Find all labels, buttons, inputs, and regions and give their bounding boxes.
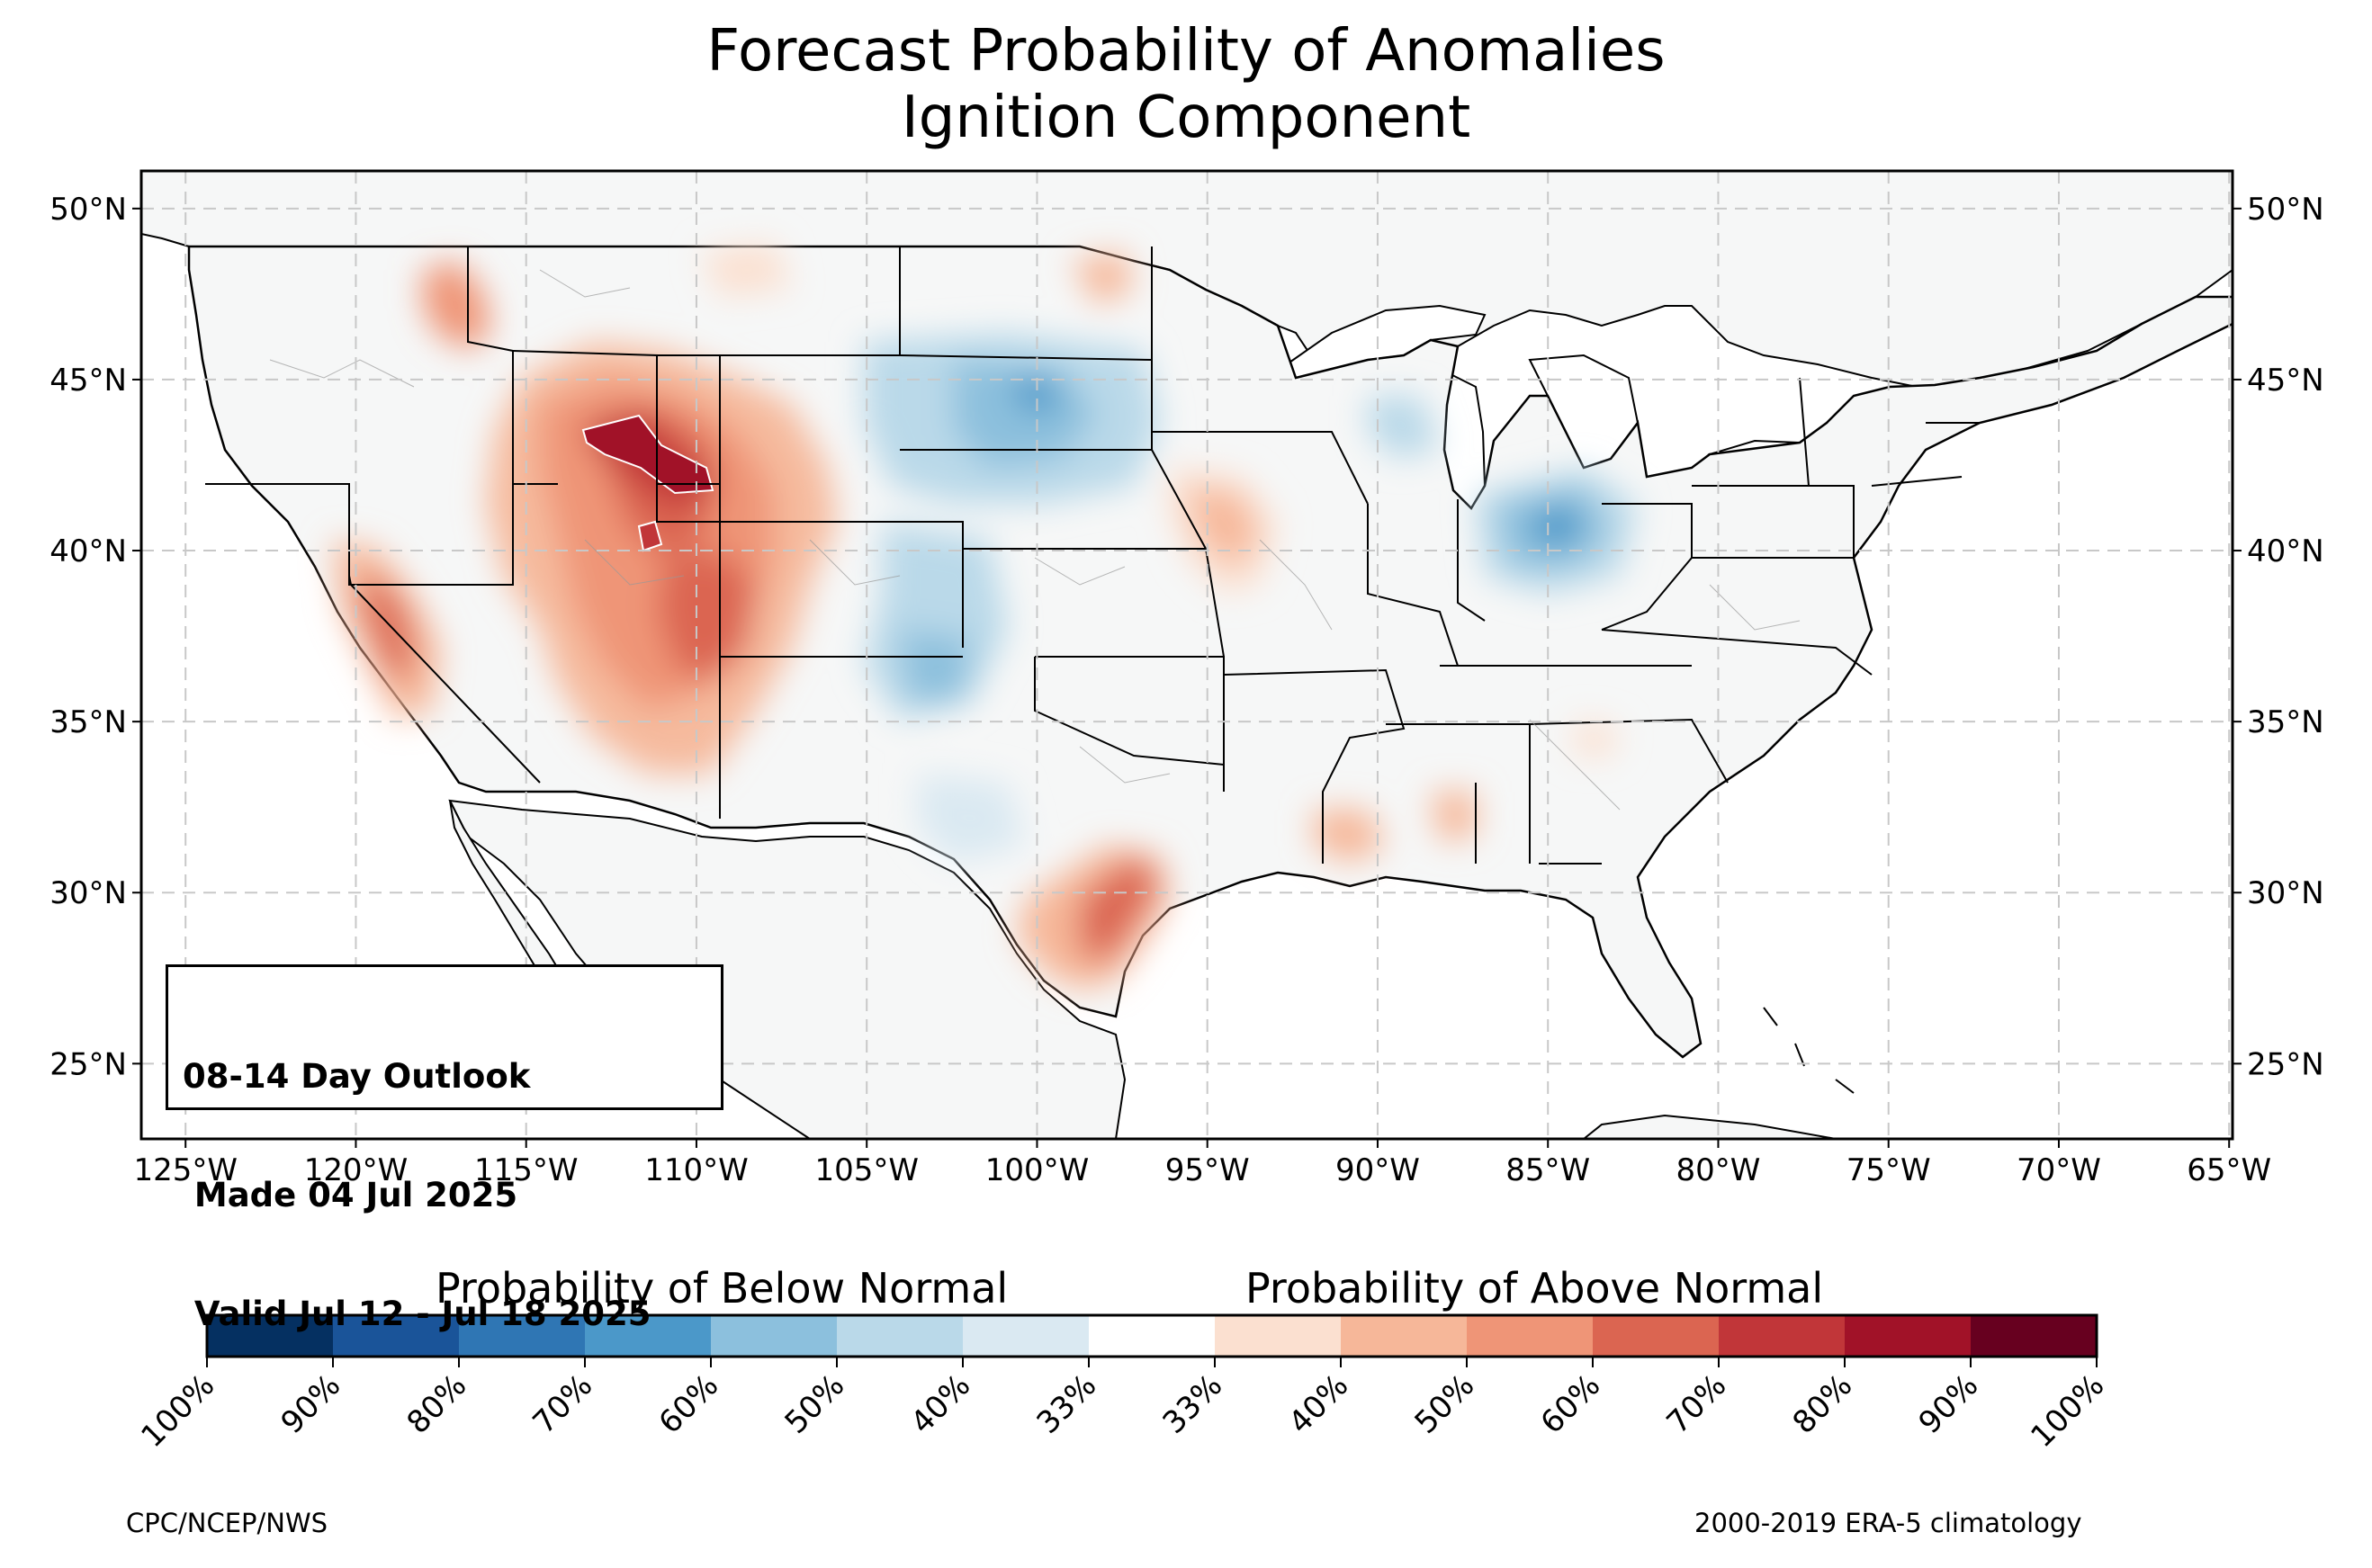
below-normal-heading: Probability of Below Normal (436, 1264, 1009, 1313)
lon-tick-label: 95°W (1165, 1152, 1250, 1188)
colorbar-tick-label: 33% (1030, 1367, 1104, 1441)
colorbar (205, 1313, 2098, 1358)
bahamas (1763, 1007, 1855, 1094)
outlook-period: 08-14 Day Outlook (183, 1057, 531, 1096)
colorbar-tick-label: 100% (2024, 1367, 2111, 1455)
colorbar-tick-label: 50% (778, 1367, 852, 1441)
lat-tick-label-right: 25°N (2247, 1046, 2324, 1082)
map-frame (139, 169, 2234, 1141)
lat-tick-label-right: 40°N (2247, 533, 2324, 569)
lon-tick-label: 100°W (985, 1152, 1090, 1188)
lat-tick-label-left: 30°N (49, 875, 127, 911)
lon-tick-label: 65°W (2187, 1152, 2271, 1188)
colorbar-swatch (837, 1315, 964, 1357)
lon-tick-label: 125°W (133, 1152, 238, 1188)
lat-tick-label-right: 45°N (2247, 363, 2324, 399)
colorbar-tick-label: 90% (1912, 1367, 1986, 1441)
colorbar-frame (205, 1313, 2098, 1358)
county-lines (269, 269, 1801, 811)
cuba-land (1582, 1114, 1837, 1139)
lat-tick-label-right: 50°N (2247, 192, 2324, 228)
colorbar-tick-label: 80% (1786, 1367, 1860, 1441)
graticule (141, 171, 2233, 1139)
made-date: Made 04 Jul 2025 (183, 1176, 518, 1214)
colorbar-tick-label: 40% (904, 1367, 978, 1441)
colorbar-tick-label: 33% (1156, 1367, 1230, 1441)
lat-tick-label-left: 25°N (49, 1046, 127, 1082)
lon-tick-label: 70°W (2017, 1152, 2101, 1188)
colorbar-tick-label: 60% (652, 1367, 726, 1441)
lon-tick-label: 110°W (644, 1152, 749, 1188)
lat-tick-label-left: 35°N (49, 704, 127, 740)
colorbar-swatch (963, 1315, 1090, 1357)
colorbar-tick-label: 90% (274, 1367, 348, 1441)
title-line-2: Ignition Component (901, 85, 1471, 151)
colorbar-swatch (207, 1315, 334, 1357)
colorbar-swatch (1593, 1315, 1720, 1357)
valid-dates: Valid Jul 12 - Jul 18 2025 (183, 1295, 651, 1333)
colorbar-swatch (459, 1315, 586, 1357)
colorbar-swatch (1467, 1315, 1594, 1357)
colorbar-tick-label: 40% (1282, 1367, 1356, 1441)
title-line-1: Forecast Probability of Anomalies (706, 18, 1666, 85)
lon-tick-label: 115°W (474, 1152, 579, 1188)
colorbar-swatch (333, 1315, 460, 1357)
above-normal-heading: Probability of Above Normal (1245, 1264, 1824, 1313)
lon-tick-label: 85°W (1505, 1152, 1590, 1188)
outlook-info-box: 08-14 Day Outlook Made 04 Jul 2025 Valid… (166, 964, 723, 1333)
colorbar-swatch (1971, 1315, 2098, 1357)
lon-tick-label: 75°W (1846, 1152, 1931, 1188)
colorbar-tick-label: 70% (526, 1367, 600, 1441)
colorbar-swatch (585, 1315, 712, 1357)
colorbar-tick-label: 80% (400, 1367, 474, 1441)
colorbar-swatch (1089, 1315, 1216, 1357)
lon-tick-label: 120°W (304, 1152, 409, 1188)
lon-tick-label: 90°W (1335, 1152, 1420, 1188)
longitude-ticks: 125°W 120°W 115°W 110°W 105°W 100°W 95°W 90°W 85… (133, 1139, 2271, 1188)
latitude-ticks-right: 50°N 45°N 40°N 35°N 30°N 25°N (2233, 192, 2324, 1082)
colorbar-swatch (1719, 1315, 1846, 1357)
lat-tick-label-left: 50°N (49, 192, 127, 228)
colorbar-tick-label: 60% (1534, 1367, 1608, 1441)
figure-title: Forecast Probability of Anomalies Igniti… (0, 18, 2372, 151)
mexico-land (448, 799, 1127, 1139)
latitude-ticks-left: 50°N 45°N 40°N 35°N 30°N 25°N (49, 192, 141, 1082)
colorbar-tick-label: 50% (1408, 1367, 1482, 1441)
lat-tick-label-left: 45°N (49, 363, 127, 399)
colorbar-tick-label: 70% (1660, 1367, 1734, 1441)
contour-70 (581, 414, 714, 552)
lon-tick-label: 80°W (1676, 1152, 1761, 1188)
footer-climatology: 2000-2019 ERA-5 climatology (1694, 1508, 2082, 1538)
footer-source: CPC/NCEP/NWS (126, 1508, 328, 1538)
colorbar-swatch (1215, 1315, 1342, 1357)
lat-tick-label-left: 40°N (49, 533, 127, 569)
colorbar-swatch (1341, 1315, 1468, 1357)
colorbar-swatch (711, 1315, 838, 1357)
colorbar-swatch (1845, 1315, 1972, 1357)
lat-tick-label-right: 30°N (2247, 875, 2324, 911)
colorbar-tick-label: 100% (134, 1367, 221, 1455)
lon-tick-label: 105°W (814, 1152, 919, 1188)
lat-tick-label-right: 35°N (2247, 704, 2324, 740)
